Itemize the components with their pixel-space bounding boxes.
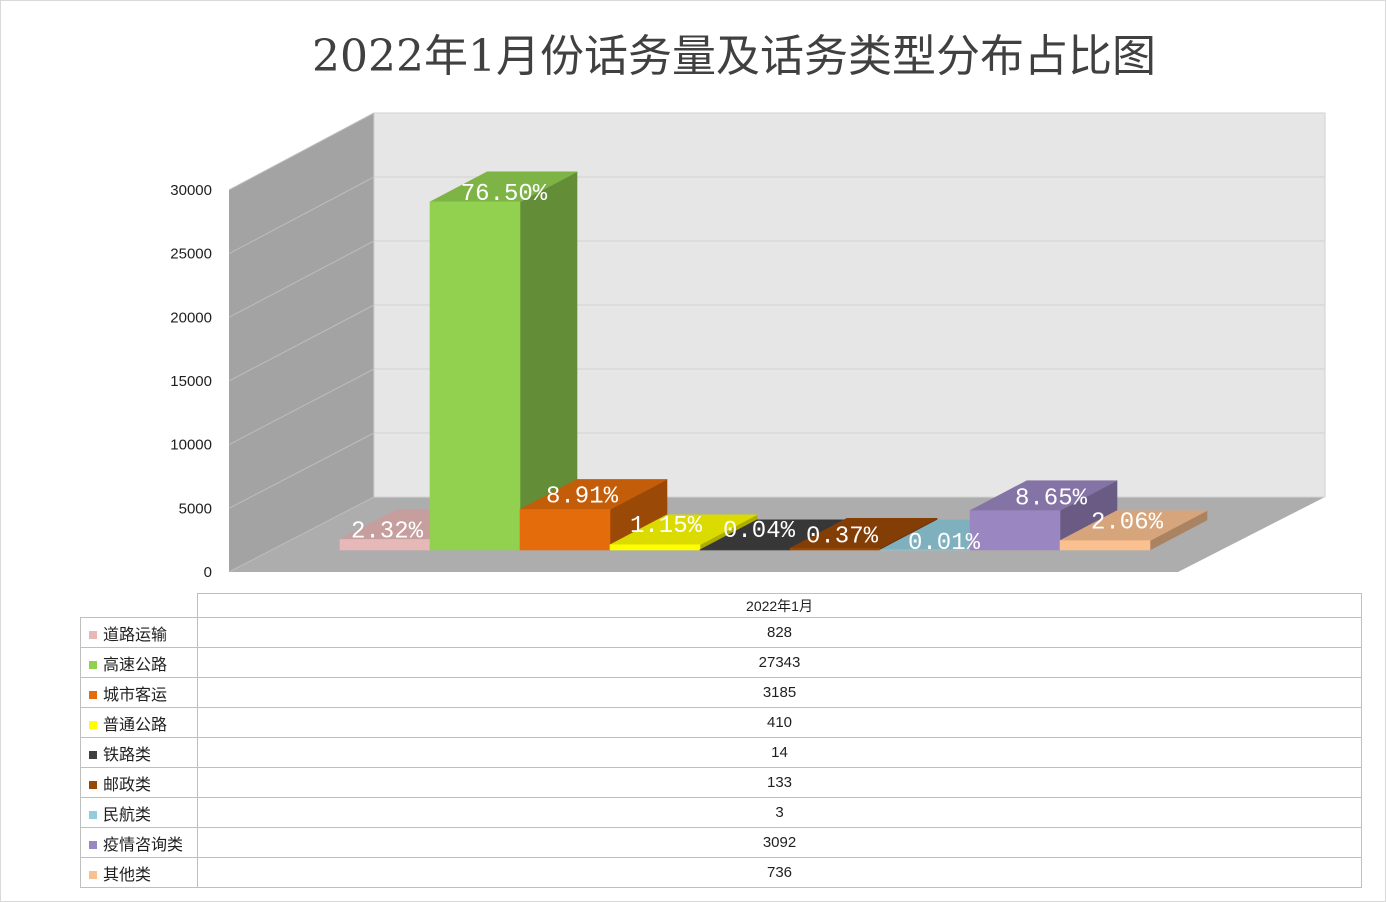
- y-tick-label: 30000: [170, 182, 212, 199]
- bar-front-face: [609, 544, 701, 551]
- table-value: 14: [197, 737, 1362, 768]
- data-label: 0.37%: [806, 523, 879, 550]
- y-tick-label: 5000: [179, 500, 212, 517]
- side-wall-gridline: [228, 176, 375, 255]
- legend-swatch: [89, 810, 97, 819]
- data-label: 2.06%: [1091, 510, 1164, 537]
- legend-swatch: [89, 750, 97, 759]
- y-tick-label: 25000: [170, 246, 212, 263]
- legend-cell: 道路运输: [80, 617, 198, 648]
- bar-front-face: [429, 201, 521, 551]
- legend-swatch: [89, 690, 97, 699]
- legend-swatch: [89, 660, 97, 669]
- side-wall-gridline: [228, 240, 375, 318]
- legend-label: 疫情咨询类: [103, 836, 184, 854]
- side-wall-gridline: [228, 112, 375, 191]
- bar: [609, 514, 758, 551]
- legend-cell: 民航类: [80, 797, 198, 828]
- bar: [969, 480, 1118, 551]
- table-row: 道路运输 828: [80, 617, 1362, 648]
- bar: [789, 518, 938, 551]
- table-row: 普通公路 410: [80, 707, 1362, 738]
- table-row: 疫情咨询类 3092: [80, 827, 1362, 858]
- table-value: 3092: [197, 827, 1362, 858]
- legend-swatch: [89, 780, 97, 789]
- legend-swatch: [89, 870, 97, 879]
- y-tick-label: 20000: [170, 309, 212, 326]
- legend-label: 普通公路: [103, 716, 168, 734]
- side-wall-gridline: [228, 432, 375, 509]
- legend-label: 其他类: [103, 866, 152, 884]
- data-label: 0.04%: [723, 518, 796, 545]
- legend-cell: 城市客运: [80, 677, 198, 708]
- data-label: 8.91%: [546, 483, 619, 510]
- legend-cell: 邮政类: [80, 767, 198, 798]
- y-tick-label: 15000: [170, 373, 212, 390]
- legend-label: 铁路类: [103, 746, 152, 764]
- data-label: 0.01%: [908, 530, 981, 557]
- bars: [339, 171, 1208, 551]
- table-row: 高速公路 27343: [80, 647, 1362, 678]
- side-wall-gridline: [228, 304, 375, 382]
- legend-cell: 疫情咨询类: [80, 827, 198, 858]
- y-axis: 0 5000 10000 15000 20000 25000 30000: [170, 182, 212, 581]
- legend-swatch: [89, 720, 97, 729]
- data-label: 1.15%: [630, 513, 703, 540]
- legend-label: 城市客运: [103, 686, 168, 704]
- table-value: 3185: [197, 677, 1362, 708]
- side-wall-gridline: [228, 496, 375, 573]
- table-header-row: 2022年1月: [80, 593, 1362, 618]
- table-value: 410: [197, 707, 1362, 738]
- data-labels: 2.32% 76.50% 8.91% 1.15% 0.04% 0.37% 0.01% 8.65…: [351, 181, 1164, 557]
- bar: [429, 171, 578, 551]
- legend-cell: 高速公路: [80, 647, 198, 678]
- bar-front-face: [1059, 540, 1151, 551]
- table-row: 铁路类 14: [80, 737, 1362, 768]
- legend-label: 民航类: [103, 806, 152, 824]
- table-value: 133: [197, 767, 1362, 798]
- table-value: 27343: [197, 647, 1362, 678]
- data-label: 76.50%: [461, 181, 548, 208]
- table-row: 城市客运 3185: [80, 677, 1362, 708]
- table-row: 邮政类 133: [80, 767, 1362, 798]
- table-value: 736: [197, 857, 1362, 888]
- legend-cell: 其他类: [80, 857, 198, 888]
- bar-front-face: [969, 510, 1061, 551]
- table-value: 828: [197, 617, 1362, 648]
- legend-label: 高速公路: [103, 656, 168, 674]
- bar: [1059, 510, 1208, 551]
- data-label: 2.32%: [351, 518, 424, 545]
- plot-area: 2.32% 76.50% 8.91% 1.15% 0.04% 0.37% 0.01% 8.65…: [170, 112, 1326, 581]
- table-row: 其他类 736: [80, 857, 1362, 888]
- table-row: 民航类 3: [80, 797, 1362, 828]
- bar-front-face: [789, 548, 881, 551]
- table-header-period: 2022年1月: [197, 593, 1362, 618]
- legend-label: 道路运输: [103, 626, 168, 644]
- data-label: 8.65%: [1015, 486, 1088, 513]
- data-table: 2022年1月 道路运输 828 高速公路 27343 城市客运 3185 普通公路 410 铁…: [80, 593, 1362, 888]
- table-body: 道路运输 828 高速公路 27343 城市客运 3185 普通公路 410 铁路类 14 邮政类 1…: [80, 617, 1362, 888]
- table-value: 3: [197, 797, 1362, 828]
- legend-cell: 普通公路: [80, 707, 198, 738]
- y-tick-label: 10000: [170, 437, 212, 454]
- y-tick-label: 0: [204, 564, 212, 581]
- bar-front-face: [519, 509, 611, 551]
- table-corner-cell: [80, 593, 198, 618]
- legend-cell: 铁路类: [80, 737, 198, 768]
- legend-swatch: [89, 630, 97, 639]
- legend-label: 邮政类: [103, 776, 152, 794]
- chart-title: 2022年1月份话务量及话务类型分布占比图: [312, 31, 1156, 82]
- legend-swatch: [89, 840, 97, 849]
- side-wall-gridline: [228, 368, 375, 446]
